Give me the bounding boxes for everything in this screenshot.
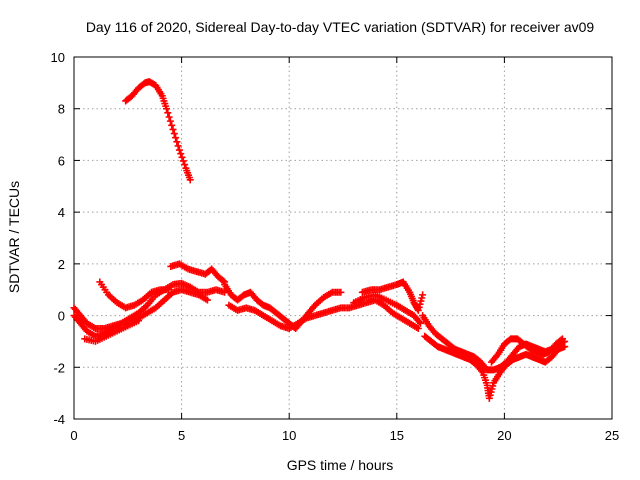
series-track-g: [225, 296, 422, 332]
axes: 0 5 10 15 20 25 -4 -2 0 2 4 6 8 10: [51, 50, 620, 443]
y-tick-label: 0: [58, 309, 65, 324]
y-tick-label: -2: [53, 360, 65, 375]
series-track-h: [358, 278, 427, 314]
data-point: [170, 130, 178, 138]
data-point: [168, 121, 176, 129]
data-point: [166, 117, 174, 125]
data-point: [559, 335, 567, 343]
data-point: [172, 134, 180, 142]
series-track-d: [96, 278, 173, 312]
series-track-i: [350, 291, 424, 327]
chart-title: Day 116 of 2020, Sidereal Day-to-day VTE…: [86, 19, 595, 35]
y-axis-title: SDTVAR / TECUs: [6, 181, 22, 293]
data-point: [177, 150, 185, 158]
data-point: [135, 317, 143, 325]
data-point: [419, 291, 427, 299]
data-points: [70, 78, 569, 402]
x-tick-label: 15: [390, 428, 404, 443]
data-point: [337, 288, 345, 296]
data-point: [173, 138, 181, 146]
data-point: [414, 325, 422, 332]
data-point: [175, 146, 183, 154]
data-point: [179, 157, 187, 165]
data-point: [561, 343, 569, 351]
data-point: [174, 142, 182, 150]
y-tick-label: 8: [58, 102, 65, 117]
series-track-l: [487, 335, 567, 366]
data-point: [181, 161, 189, 169]
data-point: [416, 319, 424, 327]
data-point: [169, 125, 177, 133]
series-track-c: [81, 317, 143, 345]
series-track-k: [421, 332, 569, 402]
data-point: [164, 109, 172, 117]
plot-frame: [73, 56, 613, 420]
data-point: [165, 286, 173, 294]
x-tick-label: 0: [70, 428, 77, 443]
x-tick-label: 25: [605, 428, 619, 443]
y-tick-label: 10: [51, 50, 65, 65]
data-point: [557, 336, 565, 344]
y-tick-label: 6: [58, 153, 65, 168]
x-tick-label: 20: [497, 428, 511, 443]
data-point: [219, 277, 227, 285]
x-tick-label: 10: [282, 428, 296, 443]
y-tick-label: -4: [53, 412, 65, 427]
data-point: [186, 176, 194, 184]
data-point: [163, 105, 171, 113]
data-point: [165, 113, 173, 121]
grid: [74, 57, 612, 419]
x-tick-label: 5: [178, 428, 185, 443]
data-point: [178, 153, 186, 161]
series-early-high: [122, 78, 194, 184]
y-tick-label: 2: [58, 257, 65, 272]
y-tick-label: 4: [58, 205, 65, 220]
data-point: [203, 296, 211, 304]
x-axis-title: GPS time / hours: [287, 457, 394, 473]
